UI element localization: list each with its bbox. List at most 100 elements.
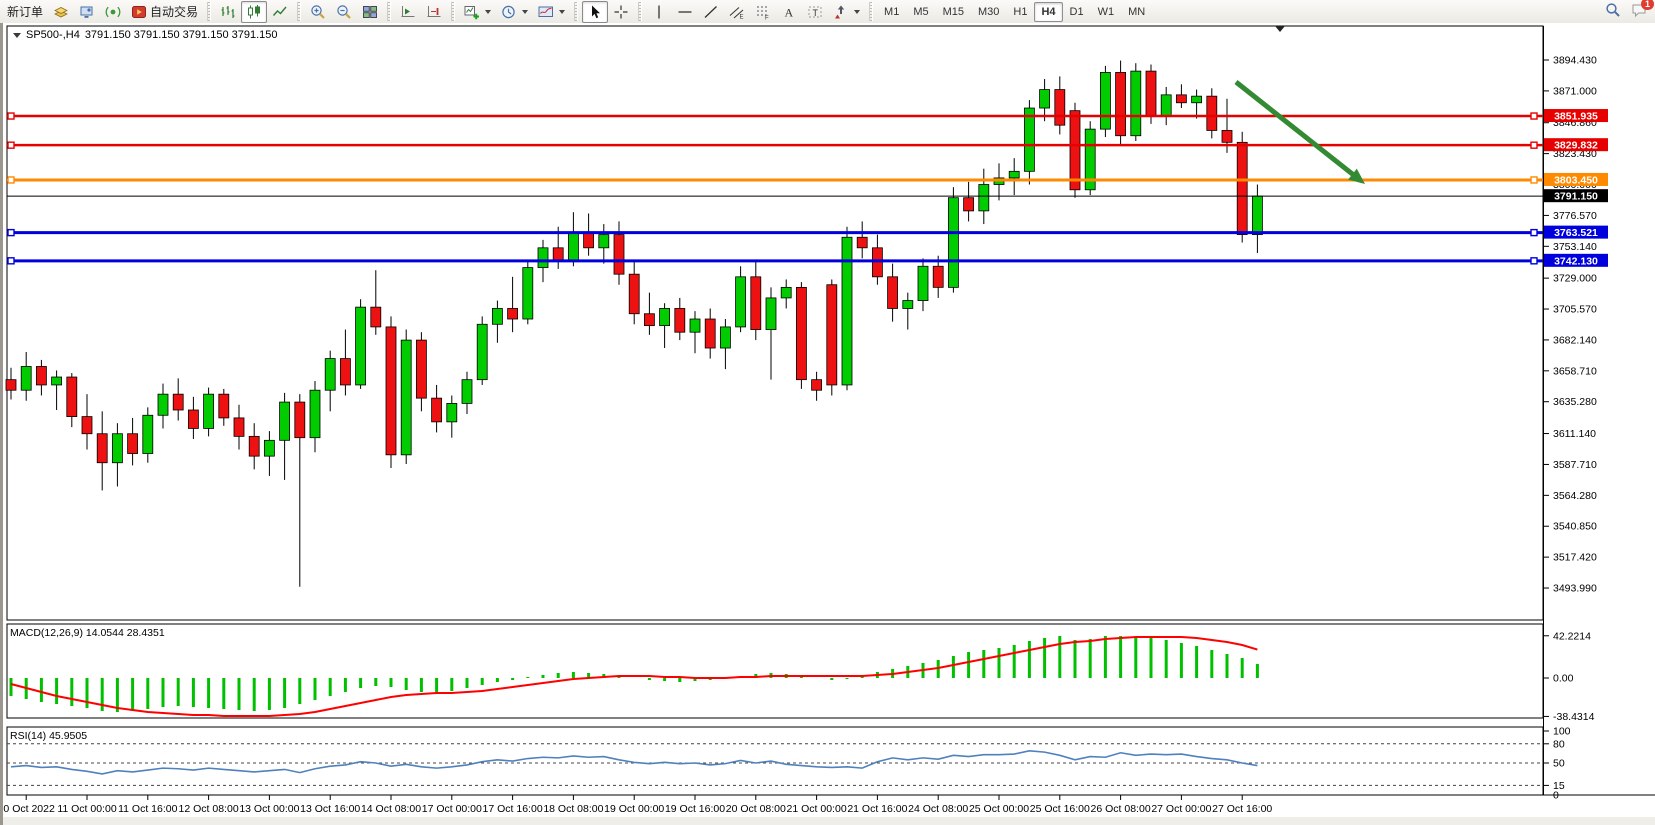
market-layers-button[interactable] [48, 1, 74, 23]
crosshair-icon [613, 4, 629, 20]
cursor-tool-button[interactable] [582, 0, 609, 23]
trendline-icon [703, 4, 719, 20]
notifications-chat-icon[interactable]: 1 [1631, 0, 1654, 21]
candle [552, 247, 564, 262]
candle [522, 267, 534, 320]
svg-text:F: F [765, 15, 769, 20]
timeframe-M15-button[interactable]: M15 [942, 5, 964, 18]
zoom-in-button[interactable] [305, 1, 331, 23]
periods-button[interactable] [496, 1, 533, 23]
time-axis-label: 21 Oct 16:00 [847, 803, 907, 815]
candle [841, 236, 853, 386]
new-order-button[interactable]: 新订单 [2, 1, 48, 23]
bar-chart-mode-button[interactable] [215, 1, 241, 23]
svg-text:3493.990: 3493.990 [1553, 583, 1597, 595]
fibonacci-tool-button[interactable]: F [750, 1, 776, 23]
candle [51, 376, 62, 386]
svg-text:3540.850: 3540.850 [1553, 521, 1597, 533]
candle [537, 247, 549, 268]
dropdown-caret-icon[interactable] [559, 9, 566, 14]
candle [1160, 94, 1172, 117]
candle [157, 393, 169, 416]
terminal-button[interactable] [74, 1, 100, 23]
arrows-tool-button[interactable] [828, 1, 865, 23]
zoom-out-button[interactable] [331, 1, 357, 23]
timeframe-W1-button[interactable]: W1 [1097, 5, 1115, 18]
candle [902, 300, 914, 309]
templates-button[interactable] [533, 1, 570, 23]
svg-text:3776.570: 3776.570 [1553, 210, 1597, 222]
auto-trading-button[interactable]: 自动交易 [126, 1, 203, 23]
text-label-tool-button[interactable]: T [802, 1, 828, 23]
crosshair-tool-button[interactable] [608, 1, 634, 23]
timeframe-M5-button[interactable]: M5 [913, 5, 929, 18]
candle [704, 318, 716, 349]
candle [1039, 89, 1050, 109]
toolbar-separator [387, 2, 392, 21]
auto-scroll-icon [426, 4, 442, 20]
candle [446, 403, 458, 423]
line-chart-mode-button[interactable] [267, 1, 293, 23]
symbol-ohlc-readout: SP500-,H4 3791.150 3791.150 3791.150 379… [13, 29, 278, 41]
timeframe-D1-button[interactable]: D1 [1069, 5, 1084, 18]
candle [826, 284, 838, 386]
fibo-icon: F [755, 4, 771, 20]
candle [628, 273, 640, 315]
channel-tool-button[interactable]: E [724, 1, 750, 23]
text-tool-button[interactable]: A [776, 1, 802, 23]
hline-tool-button[interactable] [672, 1, 698, 23]
new-chart-button[interactable] [459, 1, 496, 23]
timeframe-M1-button[interactable]: M1 [884, 5, 900, 18]
candle [112, 433, 123, 464]
svg-text:15: 15 [1553, 780, 1565, 792]
candle [644, 313, 655, 327]
svg-text:3635.280: 3635.280 [1553, 396, 1597, 408]
time-axis-label: 19 Oct 16:00 [665, 803, 725, 815]
candle [1145, 70, 1157, 117]
cursor-icon [587, 4, 603, 20]
timeframe-M30-button[interactable]: M30 [978, 5, 1000, 18]
tile-windows-button[interactable] [357, 1, 383, 23]
time-axis-label: 11 Oct 16:00 [118, 803, 178, 815]
candle [203, 393, 215, 429]
candle [461, 379, 473, 404]
candle [385, 326, 397, 456]
trendline-tool-button[interactable] [698, 1, 724, 23]
candle [568, 232, 579, 262]
candlestick-mode-button[interactable] [241, 0, 268, 23]
signal-icon [105, 4, 121, 20]
chart-canvas[interactable]: 3894.4303871.0003846.8603823.4303800.000… [3, 23, 1655, 825]
dropdown-caret-icon[interactable] [854, 9, 861, 14]
chart-shift-button[interactable] [395, 1, 421, 23]
dropdown-caret-icon[interactable] [522, 9, 529, 14]
candle [309, 389, 321, 439]
candle [248, 435, 260, 457]
vline-tool-button[interactable] [646, 1, 672, 23]
auto-scroll-button[interactable] [421, 1, 447, 23]
candle [796, 286, 807, 381]
channel-icon: E [729, 4, 745, 20]
time-axis-label: 14 Oct 08:00 [361, 803, 421, 815]
candle [355, 306, 367, 386]
timeframe-H1-button[interactable]: H1 [1013, 5, 1028, 18]
scroll-to-end-marker-icon[interactable] [1275, 26, 1285, 32]
time-axis-label: 13 Oct 16:00 [300, 803, 360, 815]
search-icon[interactable] [1605, 2, 1621, 21]
zoom-out-icon [336, 4, 352, 20]
timeframe-H4-button[interactable]: H4 [1034, 1, 1063, 22]
hline-icon [677, 4, 693, 20]
toolbar-button-label: 自动交易 [150, 5, 199, 19]
toolbar-separator [869, 2, 874, 21]
timeframe-MN-button[interactable]: MN [1128, 5, 1146, 18]
svg-text:3611.140: 3611.140 [1553, 428, 1596, 440]
candle [324, 358, 336, 391]
zoom-in-icon [310, 4, 326, 20]
dropdown-caret-icon[interactable] [485, 9, 492, 14]
tiles-icon [362, 4, 378, 20]
one-click-collapse-icon[interactable] [13, 32, 21, 38]
trend-arrow-annotation[interactable] [1234, 80, 1358, 179]
candle [583, 232, 594, 249]
chart-window: 3894.4303871.0003846.8603823.4303800.000… [0, 23, 1655, 825]
price-line-badge [1544, 172, 1608, 186]
signal-button[interactable] [100, 1, 126, 23]
